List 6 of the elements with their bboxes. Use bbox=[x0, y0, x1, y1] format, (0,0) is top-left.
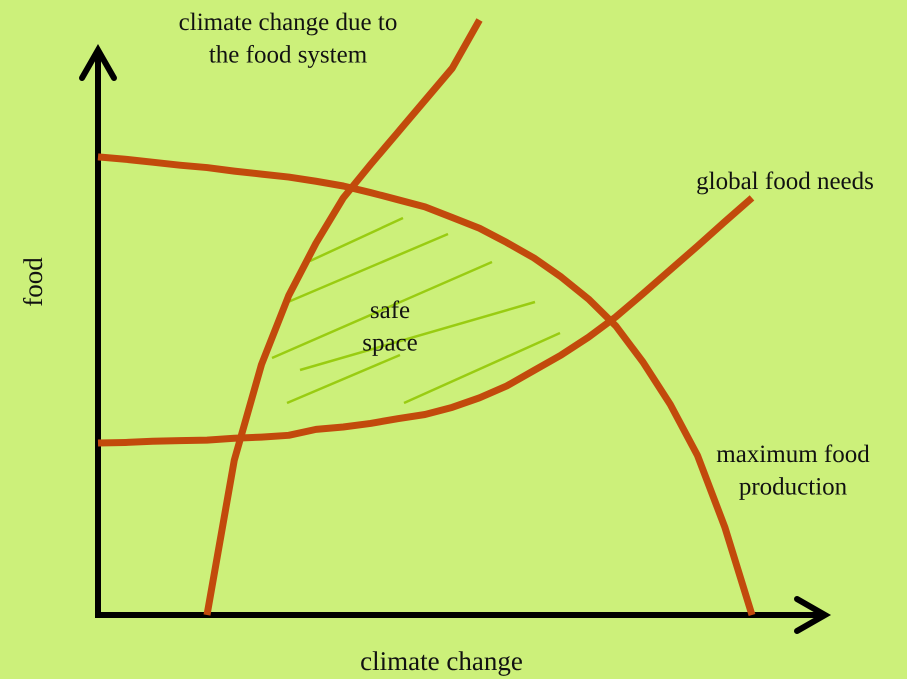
annotation: safe space bbox=[362, 297, 418, 356]
series-label: global food needs bbox=[696, 168, 874, 195]
series-label: climate change due to the food system bbox=[178, 9, 398, 68]
series-label: maximum food production bbox=[716, 441, 870, 500]
y-axis-title: food bbox=[18, 256, 48, 307]
x-axis-title: climate change bbox=[360, 646, 523, 676]
